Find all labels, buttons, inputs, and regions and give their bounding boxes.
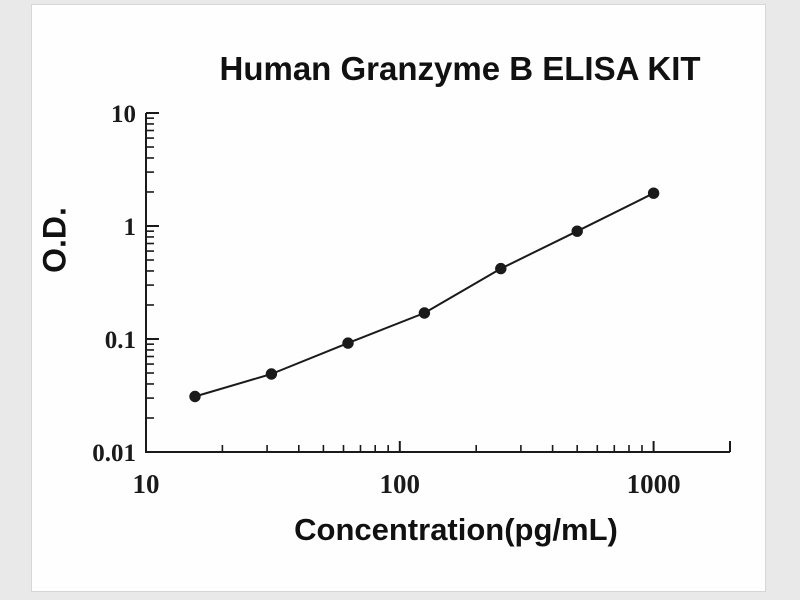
chart-title: Human Granzyme B ELISA KIT xyxy=(219,50,701,87)
y-tick-label: 10 xyxy=(111,101,136,128)
y-tick-label: 0.1 xyxy=(105,327,136,354)
curve-line xyxy=(194,192,655,398)
y-tick-label: 0.01 xyxy=(92,440,136,467)
data-point xyxy=(265,368,278,380)
x-tick-label: 1000 xyxy=(627,469,681,499)
x-axis-title: Concentration(pg/mL) xyxy=(294,512,618,547)
chart-panel xyxy=(31,4,766,592)
x-tick-label: 100 xyxy=(380,469,421,499)
axes-frame xyxy=(145,113,730,453)
data-point xyxy=(189,390,201,403)
x-tick-label: 10 xyxy=(133,469,160,499)
data-point xyxy=(647,187,660,199)
data-point xyxy=(342,337,354,349)
data-point xyxy=(571,225,583,237)
data-point xyxy=(418,307,431,319)
y-tick-label: 1 xyxy=(124,214,137,241)
data-point xyxy=(495,262,507,275)
